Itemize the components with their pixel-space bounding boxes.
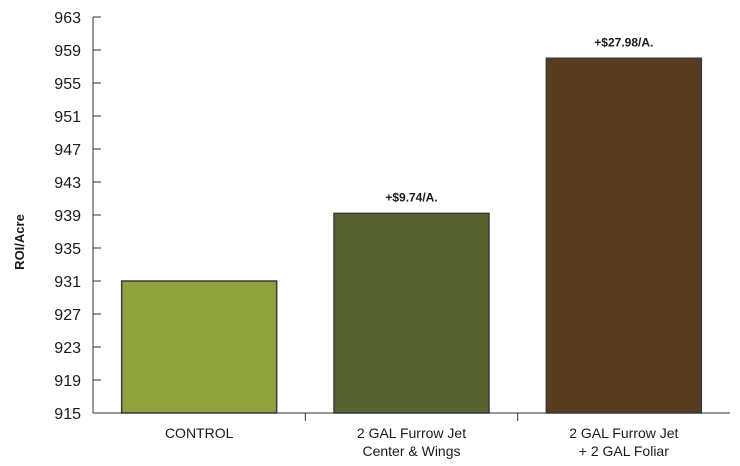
bar — [120, 280, 278, 414]
x-axis: CONTROL 2 GAL Furrow Jet Center & Wings 2 G… — [93, 412, 730, 459]
x-tick-label: 2 GAL Furrow Jet — [569, 425, 678, 441]
y-axis: 915 919 923 927 931 935 939 943 947 951 955 959 963 — [54, 10, 101, 423]
y-tick-label: 943 — [54, 175, 81, 192]
y-tick-label: 939 — [54, 208, 81, 225]
y-tick-label: 963 — [54, 10, 81, 27]
bars: +$9.74/A. +$27.98/A. — [120, 35, 703, 414]
y-tick-label: 951 — [54, 109, 81, 126]
x-tick-label: 2 GAL Furrow Jet — [357, 425, 466, 441]
bar-annotation: +$27.98/A. — [594, 35, 653, 49]
bar — [333, 212, 490, 414]
y-axis-title: ROI/Acre — [12, 214, 27, 270]
y-tick-label: 927 — [54, 307, 81, 324]
y-tick-label: 959 — [54, 43, 81, 60]
y-tick-label: 931 — [54, 274, 81, 291]
bar-annotation: +$9.74/A. — [385, 190, 437, 204]
y-tick-label: 919 — [54, 373, 81, 390]
x-tick-label: CONTROL — [165, 425, 234, 441]
y-tick-label: 955 — [54, 76, 81, 93]
bar — [545, 57, 703, 414]
y-tick-label: 923 — [54, 340, 81, 357]
x-tick-label: Center & Wings — [362, 443, 460, 459]
x-tick-label: + 2 GAL Foliar — [579, 443, 669, 459]
y-tick-label: 915 — [54, 406, 81, 423]
y-tick-label: 947 — [54, 142, 81, 159]
y-tick-label: 935 — [54, 241, 81, 258]
